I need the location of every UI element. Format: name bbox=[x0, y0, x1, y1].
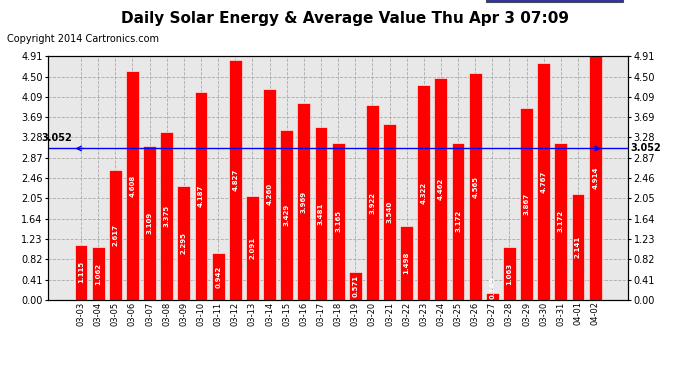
Bar bbox=[555, 142, 567, 300]
Bar bbox=[297, 103, 310, 300]
Text: 2.141: 2.141 bbox=[575, 236, 581, 258]
Bar bbox=[92, 247, 105, 300]
Text: 2.091: 2.091 bbox=[249, 237, 255, 259]
Text: 3.052: 3.052 bbox=[42, 132, 72, 142]
Text: 0.942: 0.942 bbox=[215, 266, 221, 288]
Bar bbox=[366, 105, 379, 300]
Bar bbox=[332, 143, 344, 300]
Text: 1.062: 1.062 bbox=[95, 262, 101, 285]
Text: 4.827: 4.827 bbox=[233, 169, 238, 191]
Bar bbox=[589, 56, 602, 300]
Text: 1.063: 1.063 bbox=[506, 262, 513, 285]
Text: 4.914: 4.914 bbox=[592, 167, 598, 189]
Bar bbox=[538, 63, 550, 300]
Text: 4.187: 4.187 bbox=[198, 185, 204, 207]
Bar bbox=[195, 92, 208, 300]
Bar bbox=[383, 124, 396, 300]
Text: 4.767: 4.767 bbox=[541, 171, 546, 193]
Bar bbox=[486, 292, 499, 300]
Text: 4.322: 4.322 bbox=[421, 182, 427, 204]
Text: 3.052: 3.052 bbox=[631, 144, 662, 153]
Text: 2.295: 2.295 bbox=[181, 232, 187, 254]
Bar bbox=[315, 127, 327, 300]
Text: 3.375: 3.375 bbox=[164, 205, 170, 227]
Text: Copyright 2014 Cartronics.com: Copyright 2014 Cartronics.com bbox=[7, 34, 159, 44]
Bar bbox=[503, 247, 516, 300]
Bar bbox=[75, 244, 88, 300]
Bar bbox=[417, 86, 430, 300]
Text: 3.481: 3.481 bbox=[318, 202, 324, 225]
Text: 4.260: 4.260 bbox=[266, 183, 273, 206]
Text: 3.172: 3.172 bbox=[455, 210, 461, 232]
Bar bbox=[400, 226, 413, 300]
Text: 0.571: 0.571 bbox=[352, 275, 358, 297]
Bar bbox=[349, 272, 362, 300]
Text: 2.617: 2.617 bbox=[112, 224, 119, 246]
Bar bbox=[435, 78, 447, 300]
Text: 3.429: 3.429 bbox=[284, 204, 290, 226]
Bar bbox=[212, 253, 224, 300]
Text: 1.498: 1.498 bbox=[404, 252, 410, 274]
Bar bbox=[126, 71, 139, 300]
Bar bbox=[229, 60, 242, 300]
Text: Daily Solar Energy & Average Value Thu Apr 3 07:09: Daily Solar Energy & Average Value Thu A… bbox=[121, 11, 569, 26]
Text: 4.462: 4.462 bbox=[438, 178, 444, 200]
Text: 3.867: 3.867 bbox=[524, 193, 530, 215]
Bar bbox=[263, 88, 276, 300]
Text: 4.608: 4.608 bbox=[130, 174, 135, 197]
Bar bbox=[177, 186, 190, 300]
Bar bbox=[452, 142, 464, 300]
Text: 3.165: 3.165 bbox=[335, 210, 341, 232]
Bar bbox=[109, 170, 121, 300]
Text: 3.540: 3.540 bbox=[386, 201, 393, 223]
Text: 3.109: 3.109 bbox=[146, 212, 152, 234]
Text: 3.922: 3.922 bbox=[369, 192, 375, 214]
Legend: Average  ($), Daily   ($): Average ($), Daily ($) bbox=[486, 0, 623, 2]
Text: 3.172: 3.172 bbox=[558, 210, 564, 232]
Bar bbox=[160, 132, 173, 300]
Bar bbox=[280, 130, 293, 300]
Bar bbox=[571, 194, 584, 300]
Bar bbox=[144, 146, 156, 300]
Bar bbox=[246, 196, 259, 300]
Text: 4.565: 4.565 bbox=[472, 176, 478, 198]
Bar bbox=[469, 74, 482, 300]
Text: 3.969: 3.969 bbox=[301, 190, 307, 213]
Text: 1.115: 1.115 bbox=[78, 261, 84, 284]
Text: 0.149: 0.149 bbox=[489, 276, 495, 299]
Bar bbox=[520, 108, 533, 300]
